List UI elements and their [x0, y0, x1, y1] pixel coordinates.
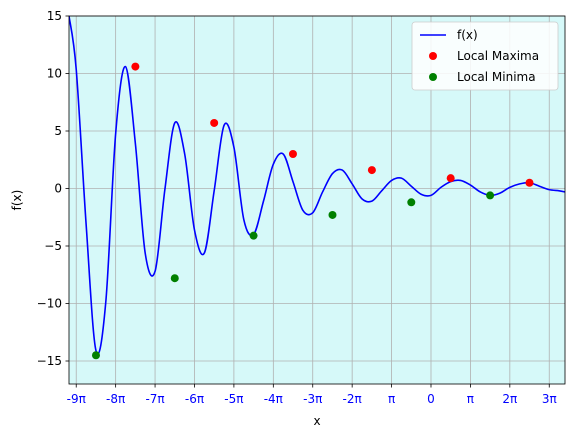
x-tick-label: -3π — [303, 392, 322, 406]
local-minima-point — [486, 191, 495, 200]
x-tick-label: π — [467, 392, 474, 406]
x-tick-label: -4π — [264, 392, 283, 406]
x-tick-label: -7π — [145, 392, 164, 406]
local-maxima-point — [525, 178, 534, 187]
axes: -9π -8π -7π -6π -5π -4π -3π -2π π 0 π 2π 3π −15 −10 −5 0… — [37, 9, 566, 406]
y-tick-label: −10 — [37, 297, 62, 311]
local-minima-point — [249, 231, 258, 240]
local-minima-point — [170, 274, 179, 283]
y-tick-label: 5 — [54, 124, 62, 138]
x-tick-label: 3π — [542, 392, 557, 406]
y-tick-label: 10 — [47, 67, 62, 81]
x-tick-label: π — [388, 392, 395, 406]
y-tick-label: −15 — [37, 354, 62, 368]
x-tick-label: 2π — [502, 392, 517, 406]
x-tick-label: 0 — [427, 392, 435, 406]
y-tick-label: 0 — [54, 182, 62, 196]
local-maxima-point — [288, 150, 297, 158]
legend-marker-local-maxima — [429, 52, 437, 60]
series-line-f-x — [69, 16, 565, 355]
legend-label-f-x-: f(x) — [457, 28, 478, 42]
local-minima-point — [91, 351, 100, 360]
legend-box — [411, 21, 559, 91]
legend-label-local-maxima: Local Maxima — [457, 49, 539, 63]
legend: f(x) Local Maxima Local Minima — [411, 21, 559, 91]
x-tick-label: -2π — [343, 392, 362, 406]
x-tick-label: -6π — [185, 392, 204, 406]
y-tick-label: −5 — [44, 239, 62, 253]
local-minima-point — [407, 198, 416, 207]
local-maxima-point — [367, 166, 376, 175]
legend-label-local-minima: Local Minima — [457, 70, 536, 84]
local-maxima-point — [446, 174, 455, 183]
axes-frame — [68, 15, 566, 385]
legend-marker-local-minima — [429, 73, 437, 81]
x-tick-label: -9π — [67, 392, 86, 406]
local-maxima-point — [131, 62, 140, 71]
x-axis-label: x — [313, 414, 320, 428]
y-tick-label: 15 — [47, 9, 62, 23]
x-tick-label: -8π — [106, 392, 125, 406]
x-tick-label: -5π — [224, 392, 243, 406]
local-maxima-point — [210, 118, 219, 127]
local-minima-point — [328, 210, 337, 219]
y-axis-label: f(x) — [10, 190, 24, 211]
